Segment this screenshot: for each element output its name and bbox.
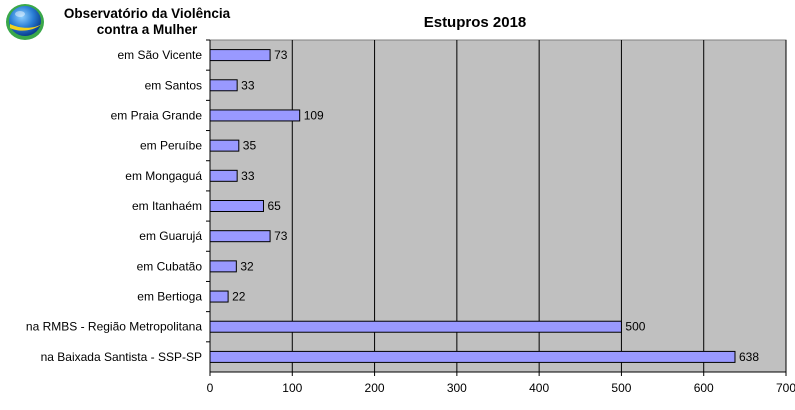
category-label: em Peruíbe (140, 139, 202, 153)
bars-group (209, 49, 736, 363)
category-label: na RMBS - Região Metropolitana (26, 320, 202, 334)
data-label: 73 (274, 229, 288, 243)
data-label: 33 (241, 78, 255, 92)
data-label: 22 (232, 290, 246, 304)
data-label: 73 (274, 48, 288, 62)
x-tick-label: 100 (282, 381, 302, 395)
bar (209, 169, 238, 182)
data-label: 65 (267, 199, 281, 213)
category-label: em Bertioga (137, 290, 202, 304)
header: Observatório da Violência contra a Mulhe… (4, 2, 234, 44)
bar (209, 49, 271, 62)
axes (206, 39, 787, 376)
bar (209, 320, 622, 333)
x-tick-label: 200 (365, 381, 385, 395)
labels-group: 0 100 200 300 400 500 600 700 em São Vicente 73 em… (26, 48, 795, 395)
x-tick-label: 400 (529, 381, 549, 395)
data-label: 33 (241, 169, 255, 183)
globe-logo-icon (6, 4, 44, 40)
x-tick-label: 300 (447, 381, 467, 395)
org-name: Observatório da Violência contra a Mulhe… (52, 6, 242, 38)
data-label: 32 (240, 259, 254, 273)
category-label: em Mongaguá (125, 169, 202, 183)
chart-title: Estupros 2018 (424, 14, 527, 31)
data-label: 638 (739, 350, 759, 364)
plot-area (209, 39, 787, 373)
bar (209, 230, 271, 243)
bar (209, 109, 301, 122)
x-tick-label: 700 (776, 381, 795, 395)
org-name-line1: Observatório da Violência (63, 6, 231, 21)
bar (209, 79, 238, 92)
data-label: 109 (304, 108, 324, 122)
category-label: em Praia Grande (111, 108, 203, 122)
bar (209, 200, 264, 212)
data-label: 500 (625, 320, 645, 334)
bar (209, 139, 240, 152)
category-label: em Santos (145, 78, 202, 92)
x-tick-label: 0 (207, 381, 214, 395)
org-name-line2: contra a Mulher (96, 22, 198, 37)
category-label: em Cubatão (137, 259, 203, 273)
category-label: em São Vicente (118, 48, 203, 62)
category-label: em Guarujá (139, 229, 202, 243)
x-tick-label: 500 (611, 381, 631, 395)
bar (209, 350, 736, 363)
data-label: 35 (243, 139, 257, 153)
x-tick-label: 600 (694, 381, 714, 395)
category-label: na Baixada Santista - SSP-SP (41, 350, 202, 364)
gridlines (291, 40, 787, 372)
bar (209, 260, 237, 273)
category-label: em Itanhaém (132, 199, 202, 213)
bar (209, 290, 229, 303)
